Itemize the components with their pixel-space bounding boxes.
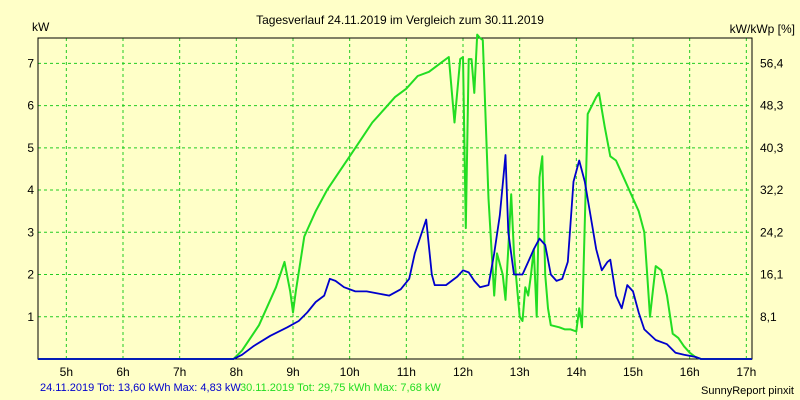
series-line-30-11-2019	[38, 33, 752, 360]
y-right-tick-label: 40,3	[760, 141, 784, 155]
x-tick-label: 11h	[397, 365, 416, 379]
plot-frame	[37, 37, 753, 360]
series-lines	[38, 33, 752, 360]
x-tick-label: 5h	[60, 365, 73, 379]
footer-series1-summary: 24.11.2019 Tot: 13,60 kWh Max: 4,83 kW	[40, 382, 241, 394]
y-right-tick-label: 56,4	[760, 56, 784, 70]
y-axis-right-label: kW/kWp [%]	[730, 22, 795, 36]
footer-series2-summary: 30.11.2019 Tot: 29,75 kWh Max: 7,68 kW	[240, 382, 441, 394]
y-axis-left-label: kW	[32, 20, 50, 34]
series-line-24-11-2019	[38, 154, 752, 360]
x-tick-label: 6h	[116, 365, 129, 379]
x-tick-label: 7h	[173, 365, 186, 379]
x-tick-label: 14h	[566, 365, 586, 379]
y-right-tick-label: 16,1	[760, 268, 784, 282]
tick-labels: 5h 6h 7h 8h 9h 10h 11h 12h 13h 14h 15h 16h 17h123456…	[27, 56, 783, 379]
x-tick-label: 16h	[680, 365, 700, 379]
y-left-tick-label: 6	[27, 99, 34, 113]
footer-credit: SunnyReport pinxit	[701, 385, 794, 397]
x-tick-label: 9h	[286, 365, 299, 379]
x-tick-label: 17h	[736, 365, 756, 379]
y-left-tick-label: 2	[27, 268, 34, 282]
y-left-tick-label: 7	[27, 56, 34, 70]
y-left-tick-label: 4	[27, 183, 34, 197]
chart-title: Tagesverlauf 24.11.2019 im Vergleich zum…	[256, 13, 544, 27]
y-left-tick-label: 5	[27, 141, 34, 155]
y-right-tick-label: 48,3	[760, 99, 784, 113]
y-left-tick-label: 1	[27, 310, 34, 324]
y-left-tick-label: 3	[27, 225, 34, 239]
y-right-tick-label: 32,2	[760, 183, 784, 197]
x-tick-label: 13h	[510, 365, 530, 379]
x-tick-label: 8h	[230, 365, 243, 379]
x-tick-label: 12h	[453, 365, 473, 379]
grid	[38, 38, 752, 359]
x-tick-label: 10h	[340, 365, 360, 379]
y-right-tick-label: 24,2	[760, 225, 784, 239]
x-tick-label: 15h	[623, 365, 643, 379]
y-right-tick-label: 8,1	[760, 310, 777, 324]
